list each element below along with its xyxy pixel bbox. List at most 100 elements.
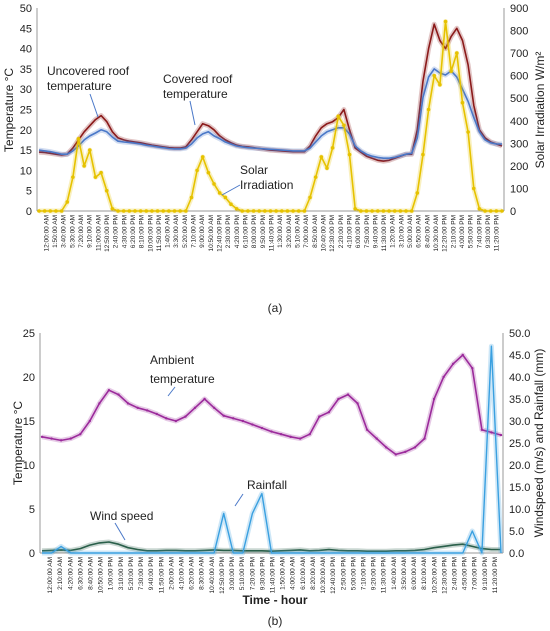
x-tick-label: 5:00:00 PM (350, 557, 357, 590)
x-tick-label: 6:20:00 AM (189, 557, 196, 590)
x-tick-label: 3:10:00 AM (398, 215, 405, 248)
panel-a-y2-label: Solar Irradiation W/m² (533, 52, 547, 169)
x-tick-label: 12:50:00 PM (104, 215, 111, 252)
y2-tick-label: 30.0 (509, 416, 530, 428)
y-tick-label: 20 (20, 125, 32, 137)
data-point (398, 209, 403, 213)
data-point (178, 209, 182, 213)
x-tick-label: 2:10:00 AM (57, 557, 64, 590)
y2-tick-label: 40.0 (509, 372, 530, 384)
data-point (172, 209, 177, 213)
y2-tick-label: 10.0 (509, 504, 530, 516)
x-tick-label: 2:10:00 PM (450, 215, 457, 248)
x-tick-label: 10:20:00 AM (431, 557, 438, 594)
data-point (318, 415, 321, 418)
data-point (451, 362, 455, 365)
x-tick-label: 5:50:00 PM (468, 215, 475, 248)
x-tick-label: 1:40:00 AM (165, 215, 172, 248)
data-point (480, 428, 484, 431)
x-tick-label: 11:20:00 PM (492, 557, 499, 593)
panel-b-x-label: Time - hour (242, 593, 307, 607)
data-point (477, 206, 482, 211)
data-point (432, 73, 437, 78)
y-tick-label: 10 (20, 165, 32, 177)
x-tick-label: 11:20:00 PM (494, 215, 501, 251)
data-point (54, 209, 58, 213)
x-tick-label: 9:30:00 PM (485, 215, 492, 248)
data-point (270, 430, 273, 433)
x-tick-label: 12:40:00 PM (217, 215, 224, 252)
data-point (167, 209, 171, 213)
annotation-solar-arrow (221, 184, 241, 196)
y-tick-label: 35 (20, 64, 32, 76)
data-point (336, 114, 341, 119)
data-point (193, 406, 197, 409)
data-point (144, 209, 149, 213)
data-point (138, 209, 143, 213)
x-tick-label: 8:40:00 AM (88, 557, 95, 590)
x-tick-label: 1:00:00 PM (108, 557, 115, 590)
data-point (298, 437, 302, 440)
data-point (150, 209, 154, 213)
data-point (217, 191, 222, 195)
data-point (240, 209, 245, 213)
y2-tick-label: 25.0 (509, 438, 530, 450)
x-tick-label: 5:20:00 AM (182, 215, 189, 248)
x-tick-label: 4:00:00 PM (459, 215, 466, 248)
annotation-ambient-line1: Ambient (150, 353, 195, 367)
annotation-solar-line2: Irradiation (240, 178, 293, 192)
data-point (184, 415, 187, 418)
data-point (364, 209, 369, 213)
data-point (421, 152, 425, 157)
data-point (222, 414, 225, 417)
data-point (184, 209, 188, 213)
data-point (342, 123, 346, 128)
annotation-covered-line2: temperature (163, 87, 228, 101)
data-point (499, 433, 503, 437)
annotation-uncovered-line2: temperature (47, 79, 112, 93)
data-point (404, 209, 408, 213)
series-line (38, 68, 502, 159)
x-tick-label: 7:40:00 PM (476, 215, 483, 248)
x-tick-label: 11:40:00 PM (269, 215, 276, 251)
panel-a-series (37, 19, 504, 214)
data-point (426, 107, 431, 112)
x-tick-label: 2:40:00 PM (452, 557, 459, 590)
data-point (189, 195, 194, 200)
y2-tick-label: 0.0 (509, 548, 524, 560)
x-tick-label: 11:30:00 PM (381, 215, 388, 251)
x-tick-label: 6:00:00 AM (411, 557, 418, 590)
x-tick-label: 3:10:00 PM (118, 557, 125, 590)
data-point (356, 402, 359, 405)
x-tick-label: 9:20:00 PM (371, 557, 378, 590)
panel-a-y-ticks-left: 0 5 10 15 20 25 30 35 40 45 50 (20, 3, 32, 218)
data-point (59, 209, 64, 213)
x-tick-label: 4:00:00 AM (290, 557, 297, 590)
y2-tick-label: 300 (510, 138, 528, 150)
panel-b-y-ticks-right: 0.0 5.0 10.0 15.0 20.0 25.0 30.0 35.0 40.0 45.0 50… (509, 328, 530, 560)
x-tick-label: 9:10:00 AM (87, 215, 94, 248)
x-tick-label: 5:00:00 AM (407, 215, 414, 248)
panel-a-y-label: Temperature °C (2, 68, 16, 152)
x-tick-label: 5:20:00 PM (128, 557, 135, 590)
panel-a-label: (a) (268, 301, 283, 315)
x-tick-label: 11:00:00 AM (95, 215, 102, 251)
data-point (82, 164, 86, 168)
data-point (251, 423, 254, 426)
panel-a-y-ticks-right: 0 100 200 300 400 500 600 700 800 900 (510, 3, 528, 218)
data-point (98, 402, 101, 405)
data-point (76, 137, 81, 141)
data-point (455, 51, 459, 55)
x-tick-label: 6:00:00 PM (355, 215, 362, 248)
data-point (471, 186, 476, 191)
y2-tick-label: 45.0 (509, 350, 530, 362)
data-point (381, 209, 386, 213)
data-point (155, 412, 158, 416)
data-point (392, 209, 397, 213)
y-tick-label: 15 (23, 416, 35, 428)
data-point (241, 419, 245, 423)
data-point (99, 170, 103, 175)
data-point (289, 435, 292, 439)
x-tick-label: 4:50:00 PM (462, 557, 469, 590)
x-tick-label: 1:30:00 AM (277, 215, 284, 248)
